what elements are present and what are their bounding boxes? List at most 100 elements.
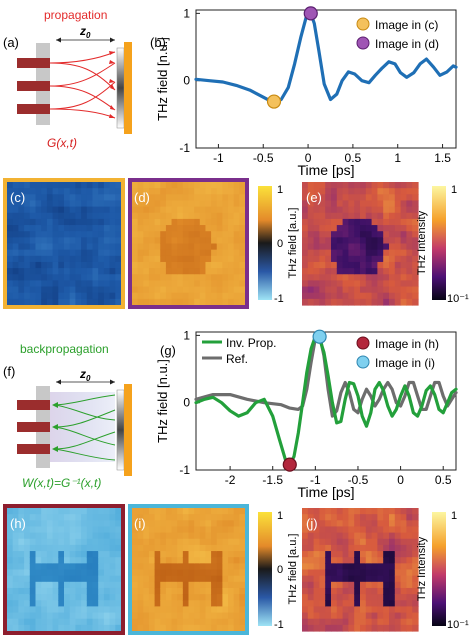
img-j-g-px [365, 544, 373, 552]
img-i-g-px [132, 587, 139, 595]
img-e-g-px [313, 292, 320, 300]
img-e-g-px [325, 274, 332, 281]
img-j-g-px [406, 538, 413, 546]
img-c-g-px [98, 194, 105, 202]
img-h-g-px [18, 563, 25, 571]
img-i-g-px [211, 594, 218, 601]
img-d-g-px [132, 200, 139, 208]
img-i-g-px [222, 532, 229, 540]
img-d-g-px [171, 225, 178, 232]
img-e-g-px [331, 286, 338, 294]
panel-label-d: (d) [134, 190, 150, 205]
img-h-g-px [12, 612, 19, 620]
img-d-g-px [154, 292, 161, 300]
img-h-g-px [86, 624, 94, 632]
img-j-g-px [406, 557, 413, 564]
img-h-g-px [92, 551, 99, 558]
img-h-g-px [24, 569, 31, 577]
img-e-g-px [377, 243, 384, 251]
img-c-g-px [7, 261, 14, 269]
img-h-g-px [12, 581, 19, 589]
img-c-g-px [52, 188, 59, 195]
img-j-g-px [377, 557, 384, 564]
img-h-g-px [12, 538, 19, 546]
img-h-g-px [64, 557, 71, 564]
img-h-g-px [103, 575, 111, 583]
img-e-g-px [406, 249, 413, 257]
img-h-g-px [75, 581, 82, 589]
img-i-g-px [160, 514, 167, 521]
img-c-g-px [41, 249, 48, 257]
img-h-g-px [18, 600, 25, 607]
img-h-g-px [58, 508, 65, 515]
img-d-g-px [132, 243, 139, 251]
img-c-g-px [24, 231, 31, 238]
img-d-g-px [205, 298, 212, 306]
colorbar-intensity-top [432, 186, 446, 300]
img-e-g-px [302, 286, 309, 294]
img-h-g-px [81, 618, 88, 626]
img-d-g-px [182, 243, 190, 251]
img-j-g-px [412, 600, 419, 607]
img-d-g-px [182, 212, 190, 220]
img-e-g-px [319, 231, 326, 238]
img-c-g-px [86, 286, 94, 294]
img-j-g-px [412, 557, 419, 564]
img-d-g-px [216, 274, 223, 281]
img-c-g-px [98, 237, 105, 245]
img-e-g-px [331, 237, 338, 245]
img-j-g-px [302, 569, 309, 577]
img-i-g-px [194, 544, 201, 552]
img-j-g-px [354, 544, 361, 552]
img-h-g-px [75, 606, 82, 614]
img-j-g-px [406, 581, 413, 589]
img-h-g-px [103, 569, 111, 577]
img-d-g-px [143, 268, 150, 275]
img-i-g-px [199, 600, 207, 607]
img-i-g-px [216, 569, 223, 577]
img-j-g-px [406, 526, 413, 534]
img-e-g-px [336, 255, 344, 263]
img-d-g-px [199, 237, 207, 245]
img-j-g-px [412, 587, 419, 595]
img-i-g-px [160, 587, 167, 595]
img-d-g-px [199, 188, 207, 195]
img-i-g-px [239, 624, 246, 632]
img-i-g-px [216, 624, 223, 632]
img-h-g-px [64, 526, 71, 534]
img-d-g-px [137, 182, 144, 189]
img-i-g-px [182, 508, 190, 515]
img-c-g-px [58, 206, 65, 214]
img-j-g-px [377, 532, 384, 540]
chart-g-ytick-label: -1 [179, 463, 190, 477]
img-e-g-px [325, 206, 332, 214]
img-h-g-px [12, 618, 19, 626]
img-h-g-px [103, 538, 111, 546]
img-c-g-px [115, 188, 122, 195]
img-c-g-px [24, 200, 31, 208]
img-e-g-px [302, 194, 309, 202]
chart-b-marker-1 [303, 6, 318, 21]
img-h-g-px [109, 624, 116, 632]
img-h-g-px [24, 514, 31, 521]
img-c-g-px [46, 225, 54, 232]
img-c-g-px [98, 292, 105, 300]
img-j-g-px [319, 526, 326, 534]
img-c-g-px [98, 298, 105, 306]
img-e-g-px [389, 274, 396, 281]
img-e-g-px [383, 218, 390, 226]
legend-marker-d [356, 36, 370, 50]
img-j-g-px [336, 575, 344, 583]
img-e-g-px [377, 206, 384, 214]
img-j-g-px [307, 612, 315, 620]
img-j-g-px [377, 551, 384, 558]
colorbar-field-top [258, 186, 272, 300]
img-j-g-px [307, 508, 315, 515]
img-i-g-px [148, 624, 156, 632]
img-e-g-px [365, 274, 373, 281]
img-h-g-px [64, 532, 71, 540]
img-h-g-px [69, 563, 76, 571]
img-i-g-px [222, 551, 229, 558]
img-h-g-px [29, 508, 37, 515]
img-c-g-px [115, 261, 122, 269]
